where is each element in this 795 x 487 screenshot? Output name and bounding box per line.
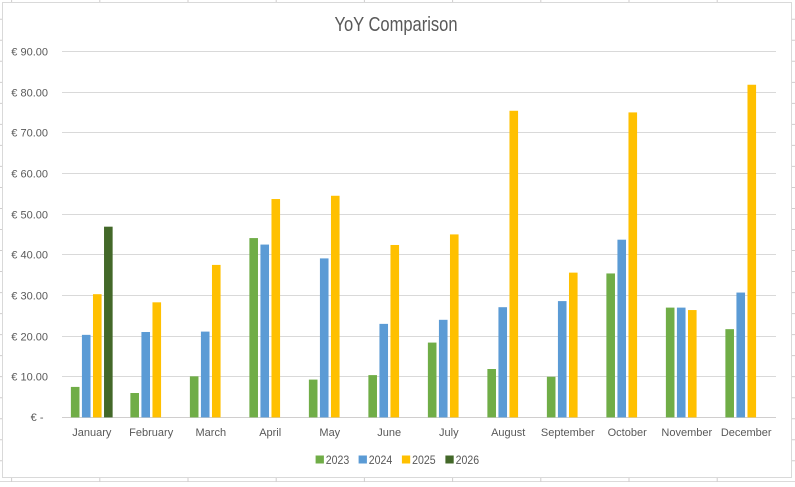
svg-text:€ 40.00: € 40.00: [11, 250, 48, 262]
svg-text:November: November: [661, 427, 712, 439]
svg-text:December: December: [721, 427, 772, 439]
svg-text:€ 60.00: € 60.00: [11, 169, 48, 181]
svg-text:September: September: [541, 427, 595, 439]
svg-text:€ 30.00: € 30.00: [11, 291, 48, 303]
svg-text:YoY Comparison: YoY Comparison: [335, 14, 458, 36]
svg-text:April: April: [259, 427, 281, 439]
svg-text:€ 10.00: € 10.00: [11, 372, 48, 384]
svg-text:€ -: € -: [31, 412, 44, 424]
svg-text:October: October: [608, 427, 647, 439]
svg-text:February: February: [129, 427, 174, 439]
svg-text:€ 90.00: € 90.00: [11, 47, 48, 59]
svg-text:€ 20.00: € 20.00: [11, 332, 48, 344]
svg-text:June: June: [377, 427, 401, 439]
svg-text:January: January: [72, 427, 112, 439]
svg-text:2026: 2026: [456, 453, 480, 467]
svg-text:2024: 2024: [369, 453, 393, 467]
svg-text:€ 50.00: € 50.00: [11, 210, 48, 222]
svg-text:May: May: [319, 427, 340, 439]
svg-text:€ 70.00: € 70.00: [11, 128, 48, 140]
svg-text:July: July: [439, 427, 459, 439]
svg-text:€ 80.00: € 80.00: [11, 88, 48, 100]
svg-text:August: August: [491, 427, 525, 439]
svg-text:2025: 2025: [412, 453, 436, 467]
svg-text:2023: 2023: [326, 453, 350, 467]
svg-text:March: March: [196, 427, 227, 439]
